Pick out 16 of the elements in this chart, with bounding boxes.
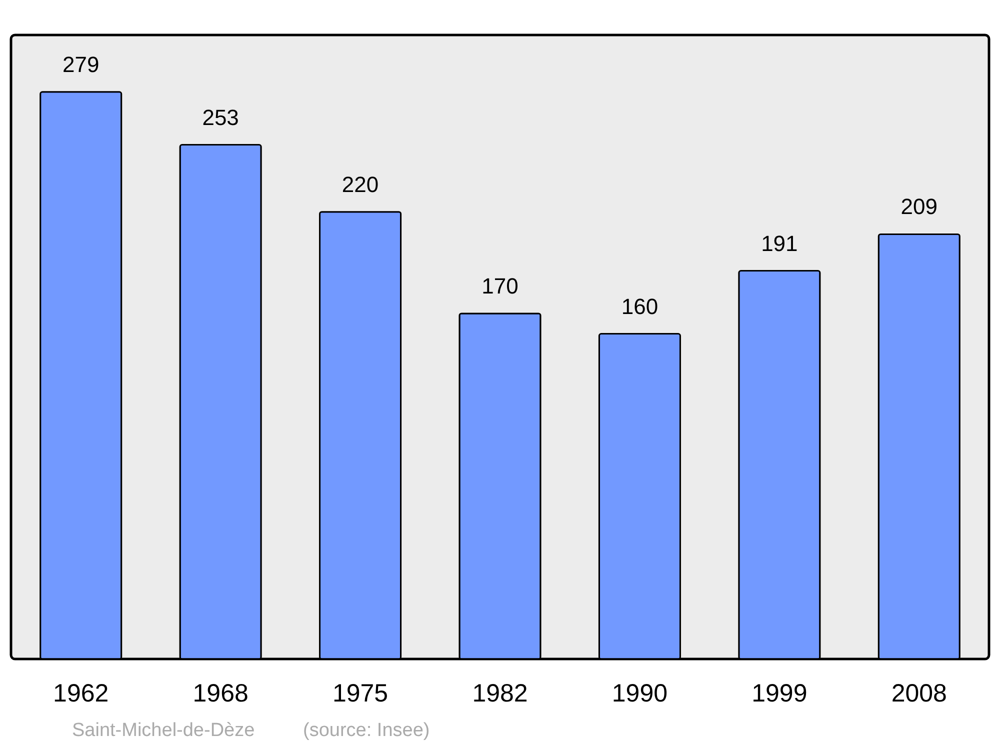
text: (source: Insee) [303, 720, 430, 741]
x-tick-label: 1982 [472, 680, 528, 708]
data-label: 191 [761, 230, 798, 256]
x-tick-label: 1968 [192, 680, 248, 708]
data-label: 220 [342, 172, 379, 197]
data-label: 209 [900, 194, 938, 220]
x-tick-label: 2008 [891, 680, 947, 708]
data-label: 160 [621, 294, 658, 319]
x-tick-label: 1962 [53, 680, 109, 708]
data-label: 253 [202, 104, 239, 130]
x-tick-label: 1990 [612, 680, 668, 708]
text: Saint-Michel-de-Dèze [72, 720, 255, 741]
x-tick-label: 1975 [332, 680, 388, 708]
data-label: 170 [482, 273, 518, 298]
x-tick-label: 1999 [752, 680, 808, 708]
data-label: 279 [62, 52, 100, 77]
